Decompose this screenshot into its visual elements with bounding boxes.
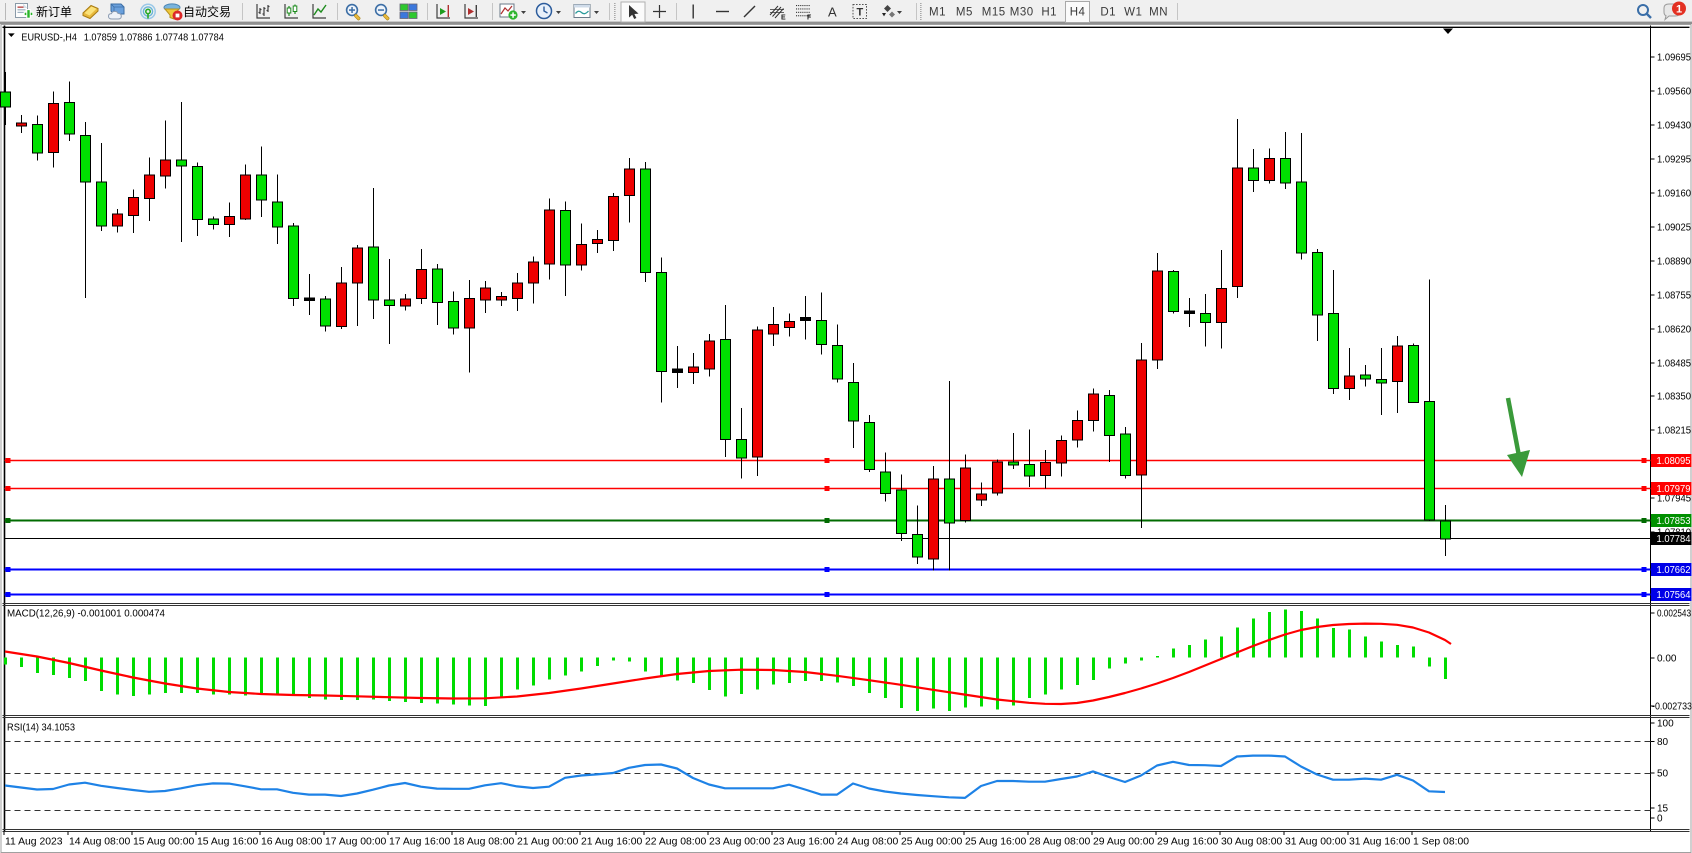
svg-text:15: 15 [1657, 804, 1669, 815]
svg-text:E: E [781, 15, 786, 22]
svg-text:23 Aug 16:00: 23 Aug 16:00 [773, 837, 834, 848]
svg-text:1.07979: 1.07979 [1657, 484, 1691, 495]
svg-text:11 Aug 2023: 11 Aug 2023 [5, 837, 63, 848]
svg-text:T: T [857, 7, 864, 19]
svg-text:1.08890: 1.08890 [1657, 257, 1691, 268]
svg-text:29 Aug 16:00: 29 Aug 16:00 [1157, 837, 1218, 848]
svg-text:H4: H4 [1070, 7, 1086, 19]
svg-text:0.00: 0.00 [1657, 654, 1677, 665]
svg-text:1.08755: 1.08755 [1657, 291, 1691, 302]
svg-text:M30: M30 [1010, 7, 1034, 19]
svg-text:新订单: 新订单 [36, 4, 72, 19]
svg-text:1.08095: 1.08095 [1657, 456, 1691, 467]
svg-text:15 Aug 16:00: 15 Aug 16:00 [197, 837, 258, 848]
svg-text:1.07784: 1.07784 [1657, 534, 1691, 545]
svg-text:1.09695: 1.09695 [1657, 53, 1691, 64]
svg-text:16 Aug 08:00: 16 Aug 08:00 [261, 837, 322, 848]
svg-text:-0.002733: -0.002733 [1652, 702, 1692, 713]
svg-text:0: 0 [1657, 814, 1663, 825]
svg-text:1 Sep 08:00: 1 Sep 08:00 [1413, 837, 1469, 848]
svg-text:1.07564: 1.07564 [1657, 590, 1691, 601]
svg-text:1.07662: 1.07662 [1657, 565, 1691, 576]
svg-text:25 Aug 00:00: 25 Aug 00:00 [901, 837, 962, 848]
svg-text:D1: D1 [1100, 7, 1116, 19]
svg-text:F: F [807, 15, 812, 22]
svg-text:1: 1 [1676, 4, 1682, 16]
svg-text:H1: H1 [1041, 7, 1057, 19]
svg-text:1.07859 1.07886 1.07748 1.0778: 1.07859 1.07886 1.07748 1.07784 [84, 31, 224, 43]
svg-text:1.08215: 1.08215 [1657, 426, 1691, 437]
svg-text:1.07945: 1.07945 [1657, 494, 1691, 505]
svg-text:MACD(12,26,9) -0.001001 0.0004: MACD(12,26,9) -0.001001 0.000474 [7, 608, 165, 620]
svg-text:31 Aug 16:00: 31 Aug 16:00 [1349, 837, 1410, 848]
svg-text:1.09295: 1.09295 [1657, 155, 1691, 166]
svg-text:M5: M5 [956, 7, 973, 19]
svg-text:1.09430: 1.09430 [1657, 121, 1691, 132]
svg-text:21 Aug 00:00: 21 Aug 00:00 [517, 837, 578, 848]
svg-text:A: A [828, 5, 837, 20]
svg-text:自动交易: 自动交易 [183, 4, 231, 19]
svg-text:80: 80 [1657, 737, 1669, 748]
svg-text:1.09025: 1.09025 [1657, 223, 1691, 234]
svg-text:22 Aug 08:00: 22 Aug 08:00 [645, 837, 706, 848]
svg-text:18 Aug 08:00: 18 Aug 08:00 [453, 837, 514, 848]
svg-text:MN: MN [1149, 7, 1168, 19]
svg-text:14 Aug 08:00: 14 Aug 08:00 [69, 837, 130, 848]
svg-text:100: 100 [1657, 719, 1674, 730]
svg-text:W1: W1 [1124, 7, 1142, 19]
svg-text:1.08350: 1.08350 [1657, 392, 1691, 403]
svg-text:17 Aug 00:00: 17 Aug 00:00 [325, 837, 386, 848]
svg-text:17 Aug 16:00: 17 Aug 16:00 [389, 837, 450, 848]
svg-text:30 Aug 08:00: 30 Aug 08:00 [1221, 837, 1282, 848]
svg-text:M1: M1 [929, 7, 946, 19]
svg-text:21 Aug 16:00: 21 Aug 16:00 [581, 837, 642, 848]
svg-text:1.09160: 1.09160 [1657, 189, 1691, 200]
svg-text:15 Aug 00:00: 15 Aug 00:00 [133, 837, 194, 848]
svg-text:28 Aug 08:00: 28 Aug 08:00 [1029, 837, 1090, 848]
svg-text:1.07853: 1.07853 [1657, 516, 1691, 527]
svg-text:RSI(14) 34.1053: RSI(14) 34.1053 [7, 722, 75, 734]
svg-text:EURUSD-,H4: EURUSD-,H4 [21, 31, 77, 43]
svg-text:24 Aug 08:00: 24 Aug 08:00 [837, 837, 898, 848]
svg-text:25 Aug 16:00: 25 Aug 16:00 [965, 837, 1026, 848]
svg-text:0.002543: 0.002543 [1657, 609, 1691, 620]
svg-text:31 Aug 00:00: 31 Aug 00:00 [1285, 837, 1346, 848]
svg-text:1.08485: 1.08485 [1657, 359, 1691, 370]
svg-text:50: 50 [1657, 769, 1669, 780]
svg-text:1.08620: 1.08620 [1657, 325, 1691, 336]
svg-text:M15: M15 [982, 7, 1006, 19]
svg-text:29 Aug 00:00: 29 Aug 00:00 [1093, 837, 1154, 848]
svg-text:1.09560: 1.09560 [1657, 87, 1691, 98]
svg-text:23 Aug 00:00: 23 Aug 00:00 [709, 837, 770, 848]
